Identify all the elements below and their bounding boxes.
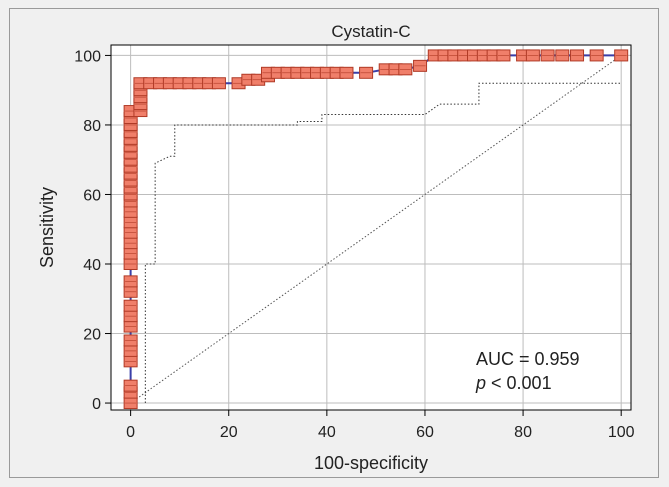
- plot-area: [111, 45, 631, 410]
- y-axis-title: Sensitivity: [37, 187, 57, 268]
- p-symbol: p: [475, 373, 486, 393]
- plot-border: [110, 44, 632, 411]
- x-axis-title: 100-specificity: [314, 453, 428, 473]
- chart-title: Cystatin-C: [331, 22, 410, 41]
- x-tick-label: 20: [220, 424, 238, 441]
- x-tick-label: 100: [608, 424, 635, 441]
- x-tick-label: 40: [318, 424, 336, 441]
- x-tick-label: 80: [514, 424, 532, 441]
- roc-markers: [123, 49, 629, 410]
- axis-ticks: 0 20 40 60 80 100 0 20 40 60 80 100: [74, 48, 634, 441]
- y-tick-label: 40: [83, 257, 101, 274]
- y-tick-label: 0: [92, 396, 101, 413]
- y-tick-label: 60: [83, 187, 101, 204]
- reference-diagonal: [130, 55, 622, 404]
- auc-annotation: AUC = 0.959: [476, 349, 580, 369]
- y-tick-label: 80: [83, 118, 101, 135]
- y-tick-label: 20: [83, 327, 101, 344]
- p-value-annotation: p < 0.001: [475, 373, 552, 393]
- y-tick-label: 100: [74, 48, 101, 65]
- x-tick-label: 0: [126, 424, 135, 441]
- x-tick-label: 60: [416, 424, 434, 441]
- grid: [111, 45, 631, 410]
- p-value-text: < 0.001: [486, 373, 552, 393]
